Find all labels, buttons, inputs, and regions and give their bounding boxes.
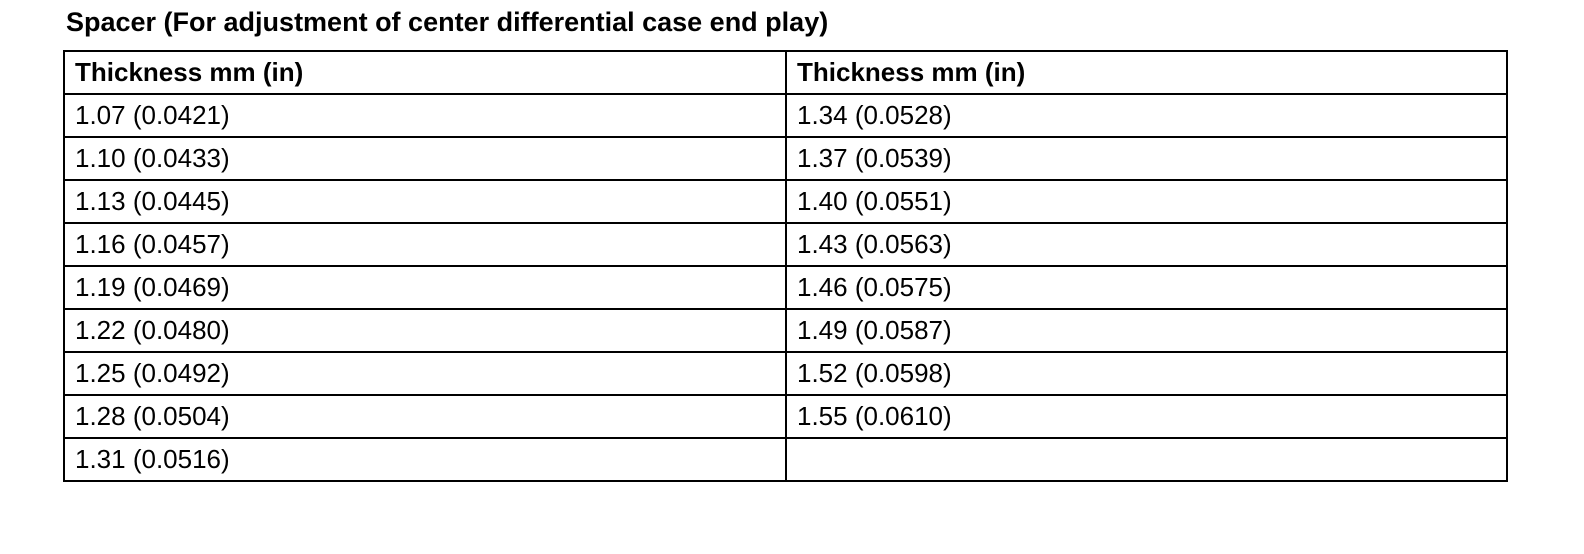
table-cell: 1.37 (0.0539) (785, 136, 1508, 181)
table-cell: 1.16 (0.0457) (63, 222, 787, 267)
table-row: 1.19 (0.0469) 1.46 (0.0575) (63, 265, 1508, 310)
header-row: Thickness mm (in) Thickness mm (in) (63, 50, 1508, 95)
table-row: 1.25 (0.0492) 1.52 (0.0598) (63, 351, 1508, 396)
table-cell: 1.55 (0.0610) (785, 394, 1508, 439)
table-cell: 1.46 (0.0575) (785, 265, 1508, 310)
table-cell: 1.25 (0.0492) (63, 351, 787, 396)
table-cell: 1.52 (0.0598) (785, 351, 1508, 396)
table-cell: 1.40 (0.0551) (785, 179, 1508, 224)
table-cell: 1.43 (0.0563) (785, 222, 1508, 267)
empty-cell (785, 437, 1508, 482)
table-row: 1.10 (0.0433) 1.37 (0.0539) (63, 136, 1508, 181)
table-row: 1.13 (0.0445) 1.40 (0.0551) (63, 179, 1508, 224)
table-row: 1.31 (0.0516) (63, 437, 1508, 482)
table-cell: 1.13 (0.0445) (63, 179, 787, 224)
table-row: 1.07 (0.0421) 1.34 (0.0528) (63, 93, 1508, 138)
table-cell: 1.19 (0.0469) (63, 265, 787, 310)
table-cell: 1.07 (0.0421) (63, 93, 787, 138)
table-cell: 1.28 (0.0504) (63, 394, 787, 439)
table-cell: 1.10 (0.0433) (63, 136, 787, 181)
table-cell: 1.22 (0.0480) (63, 308, 787, 353)
table-cell: 1.31 (0.0516) (63, 437, 787, 482)
table-cell: 1.49 (0.0587) (785, 308, 1508, 353)
spacer-table: Thickness mm (in) Thickness mm (in) 1.07 … (63, 50, 1508, 482)
title: Spacer (For adjustment of center differe… (66, 7, 829, 37)
header-cell: Thickness mm (in) (63, 50, 787, 95)
table-row: 1.16 (0.0457) 1.43 (0.0563) (63, 222, 1508, 267)
table-row: 1.22 (0.0480) 1.49 (0.0587) (63, 308, 1508, 353)
header-cell: Thickness mm (in) (785, 50, 1508, 95)
table-row: 1.28 (0.0504) 1.55 (0.0610) (63, 394, 1508, 439)
table-cell: 1.34 (0.0528) (785, 93, 1508, 138)
